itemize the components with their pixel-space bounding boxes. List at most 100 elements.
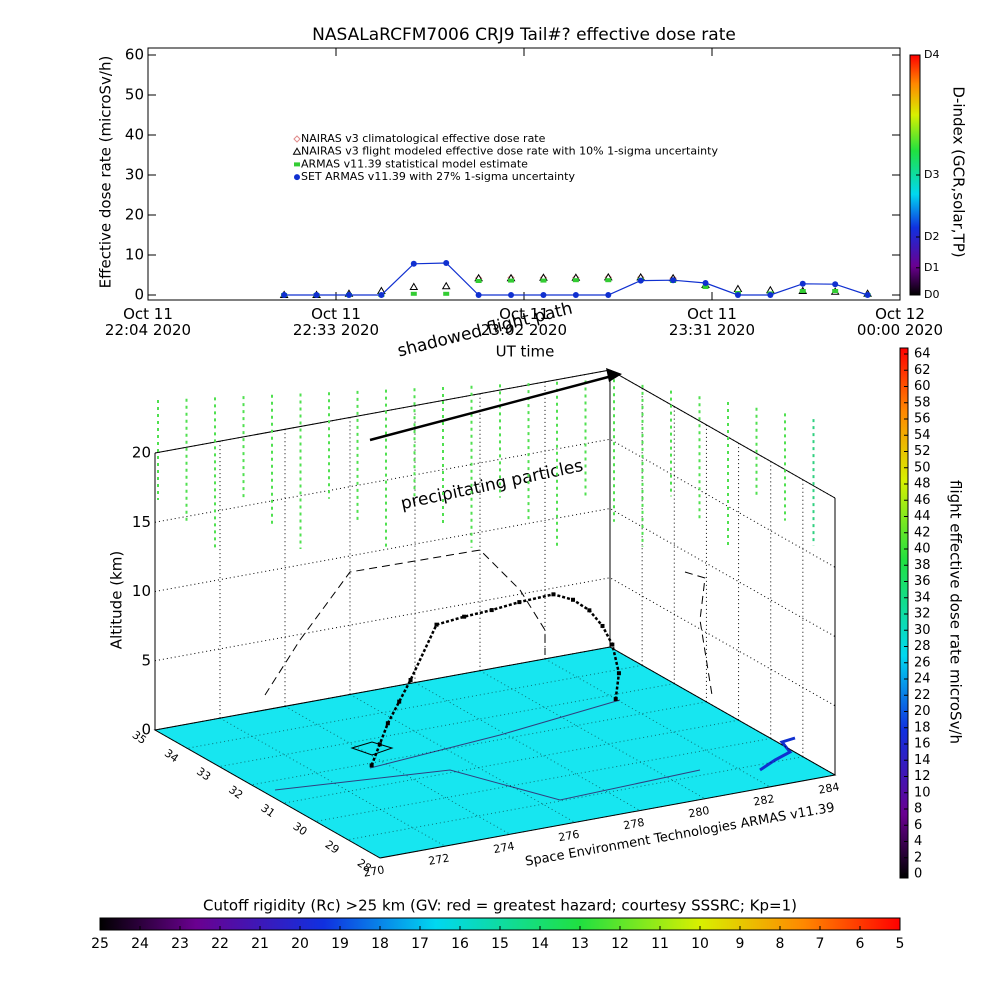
marker bbox=[605, 292, 612, 298]
y-tick-label: 34 bbox=[162, 747, 181, 766]
colorbar-tick-label: 24 bbox=[914, 672, 931, 687]
y-tick-label: 30 bbox=[125, 166, 144, 184]
axis-line bbox=[154, 369, 611, 454]
colorbar-tick-label: 16 bbox=[914, 737, 931, 752]
grid-line bbox=[154, 507, 836, 637]
chart-title: NASALaRCFM7006 CRJ9 Tail#? effective dos… bbox=[312, 25, 736, 45]
colorbar bbox=[899, 347, 909, 879]
marker bbox=[443, 291, 450, 296]
marker bbox=[508, 292, 515, 298]
colorbar-tick-label: 58 bbox=[914, 395, 931, 410]
colorbar-tick-label: 30 bbox=[914, 623, 931, 638]
map-line bbox=[369, 699, 621, 769]
track-point bbox=[385, 721, 390, 726]
colorbar-tick-label: 10 bbox=[691, 936, 709, 952]
x-tick-label: Oct 11 23:31 2020 bbox=[669, 305, 755, 339]
colorbar-tick-label: 20 bbox=[914, 704, 931, 719]
x-tick-label: 280 bbox=[687, 804, 710, 820]
marker bbox=[410, 260, 417, 267]
marker bbox=[475, 279, 482, 283]
colorbar-tick-label: 16 bbox=[451, 936, 469, 952]
colorbar-tick-label: 60 bbox=[914, 379, 931, 394]
marker bbox=[313, 292, 320, 298]
marker bbox=[410, 291, 417, 296]
x-tick-label: Oct 11 22:04 2020 bbox=[105, 305, 191, 339]
colorbar-label: Cutoff rigidity (Rc) >25 km (GV: red = g… bbox=[203, 897, 797, 915]
z-tick-label: 10 bbox=[132, 582, 151, 600]
track-point bbox=[369, 763, 374, 768]
map-marker bbox=[350, 741, 394, 756]
track-point bbox=[434, 622, 439, 627]
y-tick-label: 33 bbox=[194, 765, 213, 784]
arrow-head bbox=[606, 368, 622, 382]
colorbar-tick-label: D1 bbox=[924, 261, 939, 274]
colorbar-tick-label: 4 bbox=[914, 834, 922, 849]
track-point bbox=[397, 699, 402, 704]
marker bbox=[540, 292, 547, 298]
track-point bbox=[517, 600, 522, 605]
marker bbox=[572, 278, 579, 283]
track-point bbox=[587, 608, 592, 613]
colorbar-tick-label: 34 bbox=[914, 590, 931, 605]
legend-label: SET ARMAS v11.39 with 27% 1-sigma uncert… bbox=[301, 170, 575, 183]
colorbar-tick-label: 18 bbox=[914, 720, 931, 735]
x-tick-label: 274 bbox=[492, 840, 515, 856]
marker bbox=[734, 292, 741, 298]
track-point bbox=[377, 742, 382, 747]
x-axis-label: UT time bbox=[496, 343, 555, 361]
colorbar-tick-label: 20 bbox=[291, 936, 309, 952]
z-tick-label: 20 bbox=[132, 444, 151, 462]
marker bbox=[293, 135, 301, 143]
colorbar-tick-label: 21 bbox=[251, 936, 269, 952]
shadow-path bbox=[264, 549, 546, 696]
x-tick-label: 276 bbox=[557, 828, 580, 844]
colorbar-tick-label: D4 bbox=[924, 48, 939, 61]
colorbar-tick-label: 19 bbox=[331, 936, 349, 952]
colorbar-tick-label: 7 bbox=[816, 936, 825, 952]
x-tick-label: Oct 11 23:02 2020 bbox=[481, 305, 567, 339]
marker bbox=[605, 278, 612, 283]
y-tick-label: 40 bbox=[125, 126, 144, 144]
y-tick-label: 10 bbox=[125, 246, 144, 264]
x-tick-label: 278 bbox=[622, 816, 645, 832]
colorbar-tick-label: 22 bbox=[211, 936, 229, 952]
marker bbox=[441, 281, 451, 290]
colorbar-tick-label: 17 bbox=[411, 936, 429, 952]
track-point bbox=[571, 597, 575, 602]
marker bbox=[799, 280, 806, 287]
shadow-path bbox=[684, 571, 713, 696]
colorbar-tick-label: 0 bbox=[914, 867, 922, 882]
colorbar-tick-label: 5 bbox=[896, 936, 905, 952]
marker bbox=[832, 281, 839, 288]
y-tick-label: 20 bbox=[125, 206, 144, 224]
marker bbox=[702, 285, 709, 289]
colorbar-tick-label: 52 bbox=[914, 444, 931, 459]
y-tick-label: 29 bbox=[323, 838, 342, 857]
marker bbox=[292, 147, 302, 155]
colorbar-tick-label: 26 bbox=[914, 655, 931, 670]
colorbar-tick-label: 11 bbox=[651, 936, 669, 952]
marker bbox=[443, 260, 450, 266]
coastline bbox=[759, 736, 796, 772]
colorbar-tick-label: 38 bbox=[914, 558, 931, 573]
colorbar-tick-label: 6 bbox=[856, 936, 865, 952]
marker bbox=[345, 292, 352, 298]
x-tick-label: 282 bbox=[752, 792, 775, 808]
track-point bbox=[600, 623, 605, 628]
colorbar-tick-label: 22 bbox=[914, 688, 931, 703]
colorbar-tick-label: 8 bbox=[914, 802, 922, 817]
marker bbox=[637, 277, 644, 284]
y-tick-label: 50 bbox=[125, 86, 144, 104]
colorbar-tick-label: 18 bbox=[371, 936, 389, 952]
z-axis-label: Altitude (km) bbox=[108, 551, 126, 649]
z-tick-label: 15 bbox=[132, 513, 151, 531]
track-point bbox=[613, 697, 618, 702]
colorbar-tick-label: 15 bbox=[491, 936, 509, 952]
marker bbox=[670, 277, 677, 284]
grid-line bbox=[154, 438, 836, 568]
colorbar-tick-label: 44 bbox=[914, 509, 931, 524]
y-tick-label: 32 bbox=[226, 783, 245, 802]
axis-line bbox=[609, 369, 836, 499]
shadow-path bbox=[369, 374, 613, 442]
